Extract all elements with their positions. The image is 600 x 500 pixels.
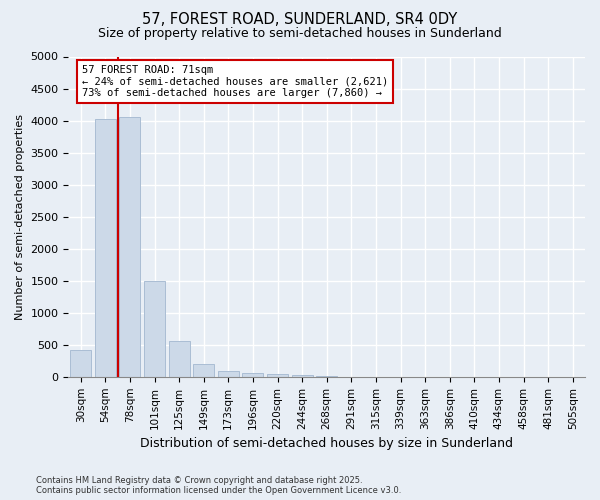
Bar (267, 374, 288, 377)
X-axis label: Distribution of semi-detached houses by size in Sunderland: Distribution of semi-detached houses by … (140, 437, 513, 450)
Bar (316, 376, 337, 377)
Text: Contains HM Land Registry data © Crown copyright and database right 2025.
Contai: Contains HM Land Registry data © Crown c… (36, 476, 401, 495)
Y-axis label: Number of semi-detached properties: Number of semi-detached properties (15, 114, 25, 320)
Text: Size of property relative to semi-detached houses in Sunderland: Size of property relative to semi-detach… (98, 28, 502, 40)
Bar (169, 341, 190, 377)
Bar (95, 120, 116, 377)
Bar (144, 282, 165, 377)
Bar (70, 350, 91, 377)
Text: 57, FOREST ROAD, SUNDERLAND, SR4 0DY: 57, FOREST ROAD, SUNDERLAND, SR4 0DY (142, 12, 458, 28)
Bar (193, 364, 214, 377)
Text: 57 FOREST ROAD: 71sqm
← 24% of semi-detached houses are smaller (2,621)
73% of s: 57 FOREST ROAD: 71sqm ← 24% of semi-deta… (82, 65, 388, 98)
Bar (218, 371, 239, 377)
Bar (119, 118, 140, 377)
Bar (292, 375, 313, 377)
Bar (242, 372, 263, 377)
